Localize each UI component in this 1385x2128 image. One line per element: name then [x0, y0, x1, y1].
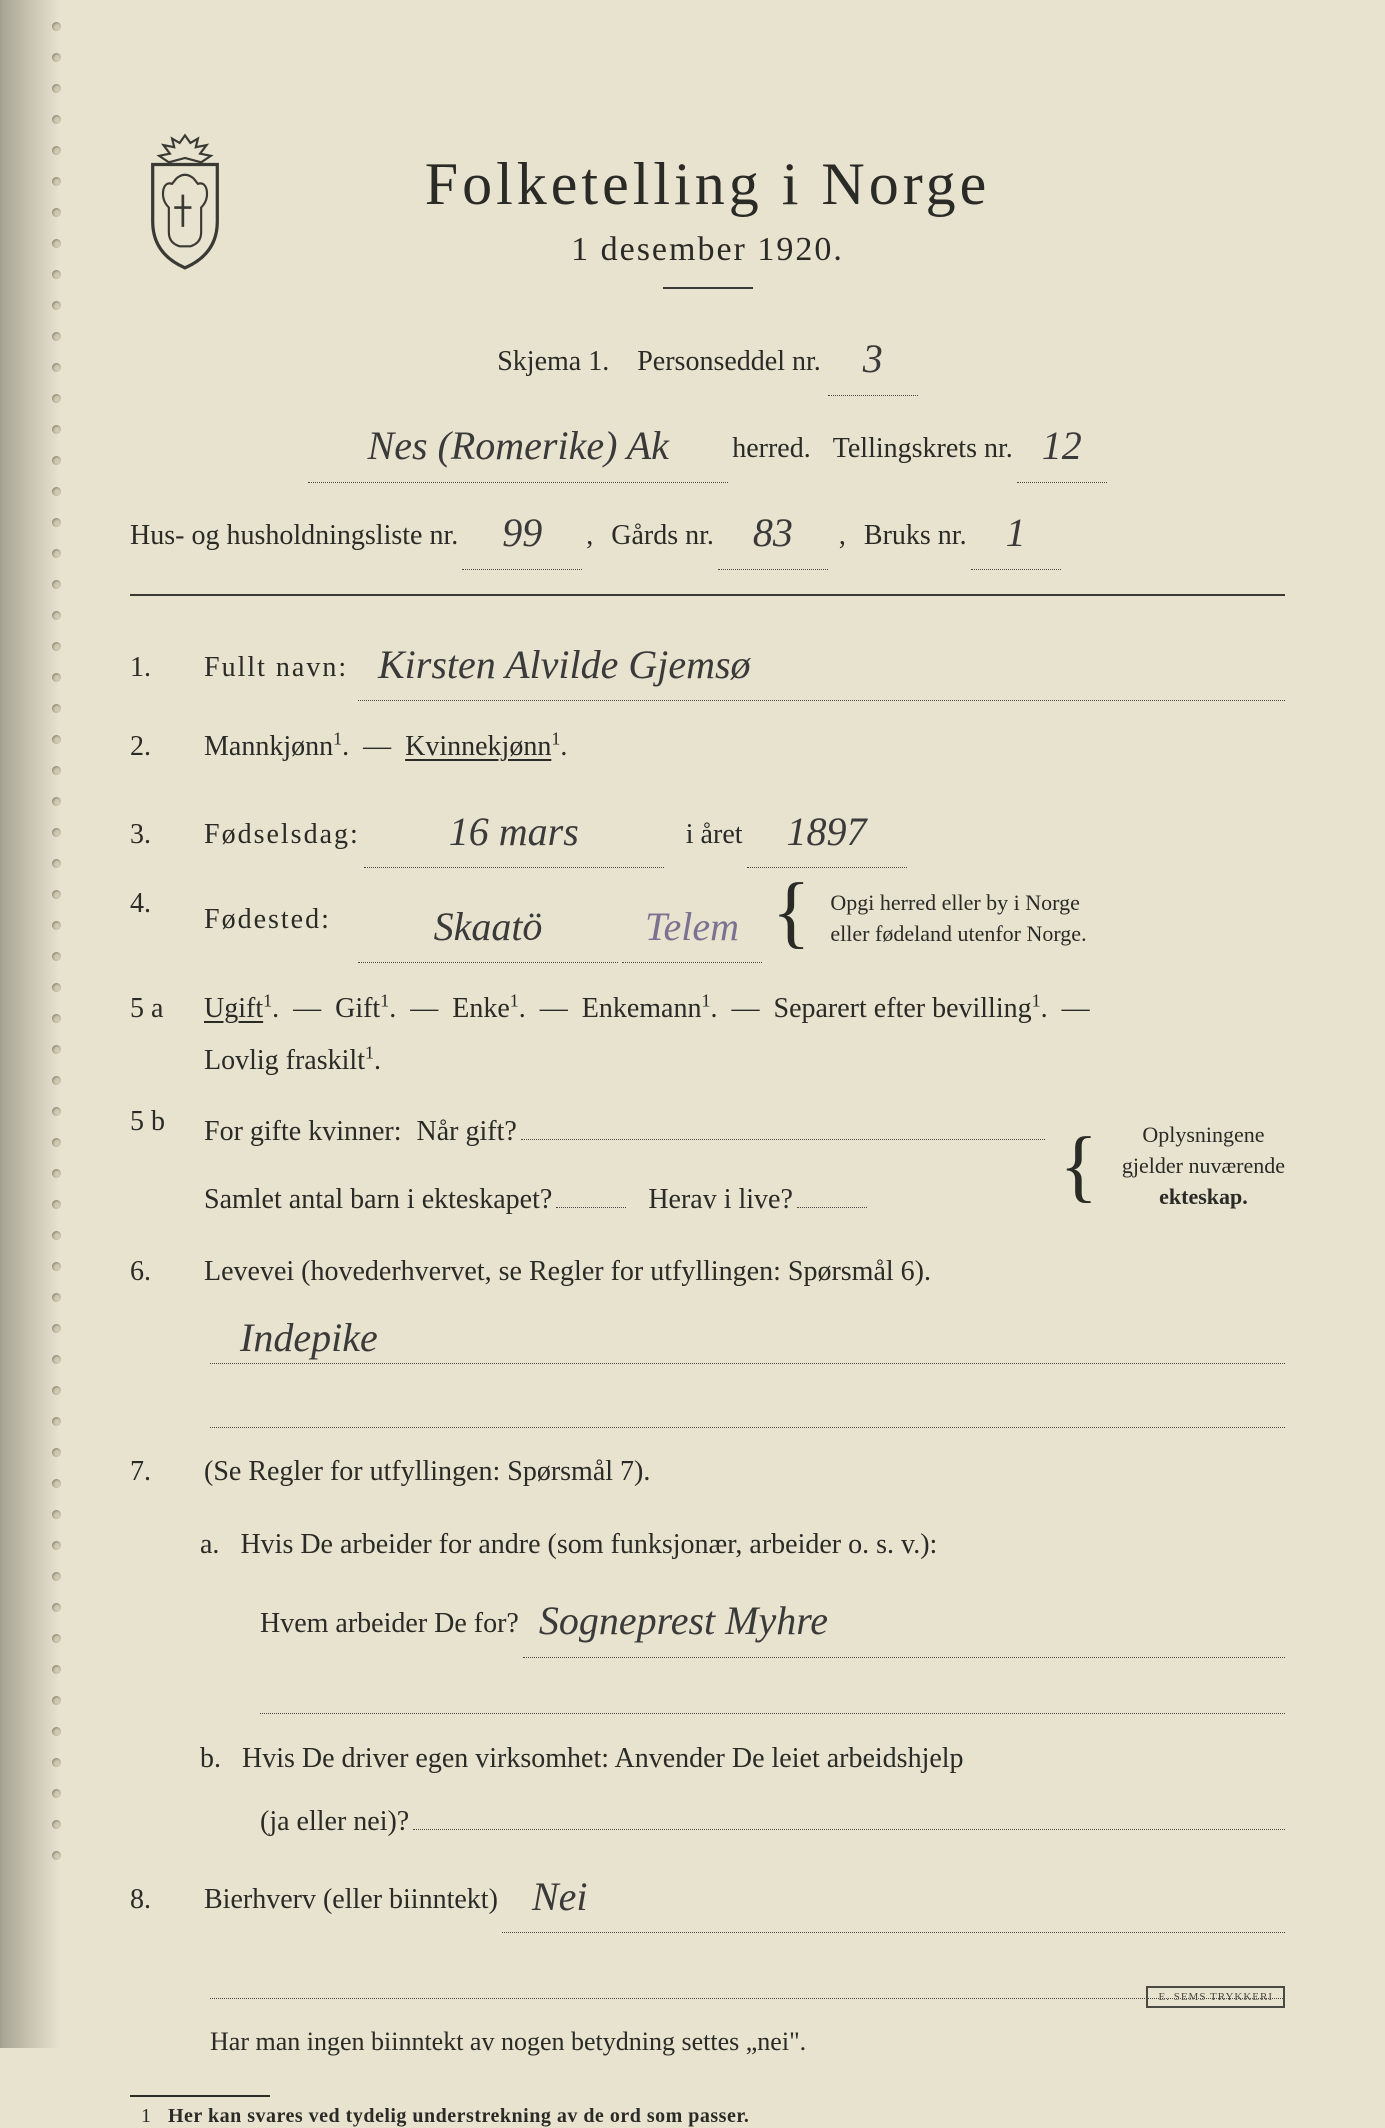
- q5a-opt-separert: Separert efter bevilling: [774, 993, 1032, 1024]
- q5a-row: 5 a Ugift1. — Gift1. — Enke1. — Enkemann…: [130, 983, 1285, 1087]
- q7b-text: Hvis De driver egen virksomhet: Anvender…: [242, 1743, 964, 1774]
- tellingskrets-nr: 12: [1042, 423, 1082, 468]
- q5a-opt-fraskilt: Lovlig fraskilt: [204, 1045, 365, 1076]
- q5a-num: 5 a: [130, 993, 186, 1025]
- q7-row: 7. (Se Regler for utfyllingen: Spørsmål …: [130, 1446, 1285, 1498]
- q4-label: Fødested:: [204, 888, 354, 946]
- q1-row: 1. Fullt navn: Kirsten Alvilde Gjemsø: [130, 626, 1285, 701]
- q2-opt-mann: Mannkjønn: [204, 731, 333, 762]
- document-page: Folketelling i Norge 1 desember 1920. Sk…: [130, 150, 1285, 1988]
- footnote: 1 Her kan svares ved tydelig understrekn…: [130, 2105, 1285, 2128]
- skjema-line: Skjema 1. Personseddel nr. 3: [130, 319, 1285, 396]
- q7-text: (Se Regler for utfyllingen: Spørsmål 7).: [204, 1456, 650, 1487]
- footnote-divider: [130, 2095, 270, 2097]
- q8-row: 8. Bierhverv (eller biinntekt) Nei: [130, 1858, 1285, 1933]
- post-instruction: Har man ingen biinntekt av nogen betydni…: [130, 2017, 1285, 2066]
- q7a-answer-row: Hvem arbeider De for? Sogneprest Myhre: [130, 1581, 1285, 1658]
- q6-value: Indepike: [240, 1314, 378, 1361]
- q5b-row: 5 b For gifte kvinner: Når gift? Samlet …: [130, 1106, 1285, 1226]
- q2-opt-kvinne: Kvinnekjønn: [405, 731, 551, 762]
- q5a-opt-enke: Enke: [452, 993, 510, 1024]
- q6-blank-line-2: [210, 1382, 1285, 1428]
- q5b-line2b: Herav i live?: [648, 1174, 793, 1226]
- divider: [663, 287, 753, 289]
- skjema-label: Skjema 1.: [497, 346, 609, 377]
- hushold-label: Hus- og husholdningsliste nr.: [130, 509, 458, 562]
- q7b-label: b.: [200, 1743, 221, 1774]
- q7a-row: a. Hvis De arbeider for andre (som funks…: [130, 1518, 1285, 1571]
- perforation-strip: [52, 0, 70, 2048]
- brace-icon: {: [772, 888, 810, 936]
- q7a-label: a.: [200, 1529, 219, 1560]
- q7a-blank-line: [260, 1668, 1285, 1714]
- q5a-opt-ugift: Ugift: [204, 993, 263, 1024]
- herred-line: Nes (Romerike) Ak herred. Tellingskrets …: [130, 406, 1285, 483]
- q7a-value: Sogneprest Myhre: [539, 1598, 828, 1643]
- q4-row: 4. Fødested: Skaatö Telem { Opgi herred …: [130, 888, 1285, 963]
- q8-label: Bierhverv (eller biinntekt): [204, 1874, 498, 1926]
- q3-label: Fødselsdag:: [204, 809, 360, 861]
- q8-blank-line: [210, 1953, 1285, 1999]
- scan-shadow-left: [0, 0, 60, 2048]
- q6-row: 6. Levevei (hovederhvervet, se Regler fo…: [130, 1246, 1285, 1298]
- q7b-q: (ja eller nei)?: [260, 1795, 409, 1848]
- personseddel-nr: 3: [863, 336, 883, 381]
- q7b-answer-row: (ja eller nei)?: [130, 1795, 1285, 1848]
- q2-num: 2.: [130, 731, 186, 763]
- herred-value: Nes (Romerike) Ak: [368, 423, 669, 468]
- q8-num: 8.: [130, 1884, 186, 1916]
- q3-year-label: i året: [686, 809, 743, 861]
- brace-icon: {: [1059, 1142, 1097, 1190]
- document-subtitle: 1 desember 1920.: [130, 231, 1285, 269]
- q3-day: 16 mars: [449, 809, 579, 854]
- q5a-opt-gift: Gift: [335, 993, 380, 1024]
- q4-value: Skaatö: [434, 904, 543, 949]
- q4-num: 4.: [130, 888, 186, 920]
- hushold-line: Hus- og husholdningsliste nr. 99, Gårds …: [130, 493, 1285, 570]
- q6-answer-line: Indepike: [210, 1318, 1285, 1364]
- q5b-line1a: For gifte kvinner:: [204, 1106, 402, 1158]
- gards-nr: 83: [753, 510, 793, 555]
- bruks-nr: 1: [1006, 510, 1026, 555]
- q4-value2: Telem: [645, 904, 739, 949]
- q1-value: Kirsten Alvilde Gjemsø: [378, 642, 751, 687]
- herred-label: herred.: [732, 422, 811, 475]
- gards-label: Gårds nr.: [611, 509, 714, 562]
- coat-of-arms-icon: [130, 130, 240, 270]
- q3-row: 3. Fødselsdag: 16 mars i året 1897: [130, 793, 1285, 868]
- q7a-text: Hvis De arbeider for andre (som funksjon…: [240, 1529, 937, 1560]
- q5b-line2a: Samlet antal barn i ekteskapet?: [204, 1174, 552, 1226]
- document-title: Folketelling i Norge: [130, 150, 1285, 219]
- bruks-label: Bruks nr.: [864, 509, 967, 562]
- q5a-opt-enkemann: Enkemann: [582, 993, 702, 1024]
- q2-row: 2. Mannkjønn1. — Kvinnekjønn1.: [130, 721, 1285, 773]
- q7-num: 7.: [130, 1456, 186, 1488]
- q1-label: Fullt navn:: [204, 642, 354, 694]
- personseddel-label: Personseddel nr.: [637, 346, 821, 377]
- q6-text: Levevei (hovederhvervet, se Regler for u…: [204, 1256, 931, 1287]
- section-divider: [130, 594, 1285, 596]
- tellingskrets-label: Tellingskrets nr.: [833, 422, 1013, 475]
- q5b-line1b: Når gift?: [417, 1106, 517, 1158]
- printer-stamp: E. SEMS TRYKKERI: [1146, 1986, 1285, 2008]
- q3-year: 1897: [787, 809, 867, 854]
- q1-num: 1.: [130, 652, 186, 684]
- q5b-num: 5 b: [130, 1106, 186, 1138]
- q5b-note: Oplysningene gjelder nuværende ekteskap.: [1122, 1120, 1285, 1212]
- header: Folketelling i Norge 1 desember 1920.: [130, 150, 1285, 289]
- q7a-q: Hvem arbeider De for?: [260, 1597, 519, 1650]
- q8-value: Nei: [532, 1874, 588, 1919]
- q4-note: Opgi herred eller by i Norge eller fødel…: [830, 888, 1086, 950]
- q6-num: 6.: [130, 1256, 186, 1288]
- q7b-row: b. Hvis De driver egen virksomhet: Anven…: [130, 1732, 1285, 1785]
- q3-num: 3.: [130, 819, 186, 851]
- hushold-nr: 99: [502, 510, 542, 555]
